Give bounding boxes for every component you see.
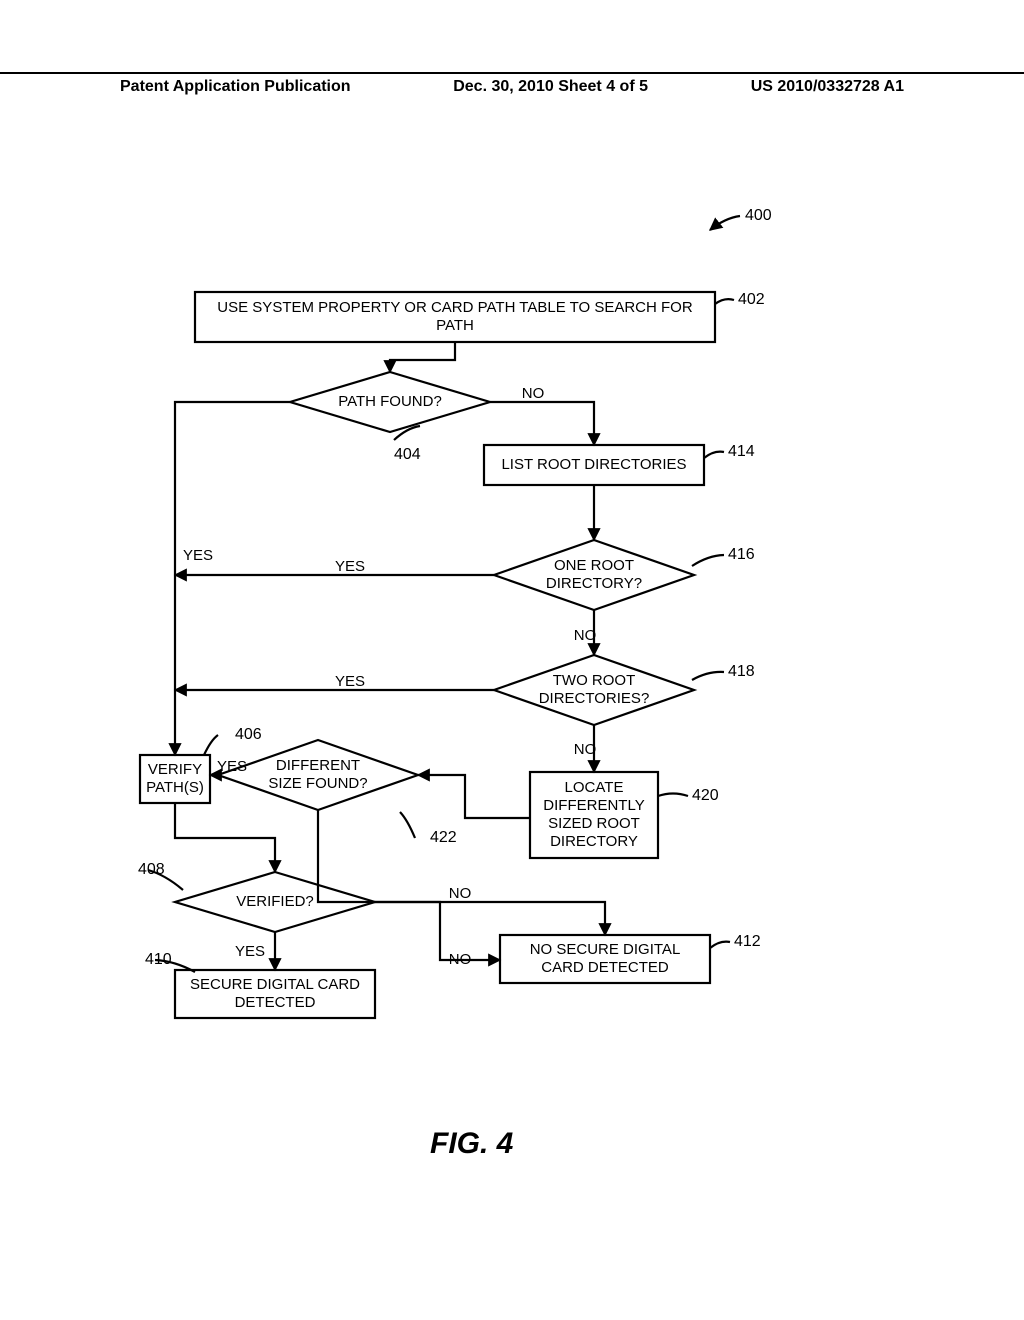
svg-text:YES: YES <box>235 943 265 960</box>
svg-text:YES: YES <box>335 558 365 575</box>
svg-text:SIZED ROOT: SIZED ROOT <box>548 815 640 832</box>
svg-text:SECURE DIGITAL CARD: SECURE DIGITAL CARD <box>190 976 360 993</box>
svg-text:422: 422 <box>430 829 457 846</box>
svg-text:410: 410 <box>145 951 172 968</box>
svg-text:ONE ROOT: ONE ROOT <box>554 557 634 574</box>
svg-text:VERIFY: VERIFY <box>148 761 202 778</box>
svg-text:DIRECTORIES?: DIRECTORIES? <box>539 690 650 707</box>
svg-text:PATH(S): PATH(S) <box>146 779 204 796</box>
svg-text:LOCATE: LOCATE <box>565 779 624 796</box>
svg-text:406: 406 <box>235 726 262 743</box>
svg-text:402: 402 <box>738 291 765 308</box>
svg-text:PATH: PATH <box>436 317 474 334</box>
svg-text:CARD DETECTED: CARD DETECTED <box>541 959 669 976</box>
svg-text:400: 400 <box>745 207 772 224</box>
svg-text:404: 404 <box>394 446 421 463</box>
svg-text:YES: YES <box>217 758 247 775</box>
svg-text:YES: YES <box>335 673 365 690</box>
header-right: US 2010/0332728 A1 <box>751 78 904 96</box>
svg-text:PATH FOUND?: PATH FOUND? <box>338 393 442 410</box>
svg-text:LIST ROOT DIRECTORIES: LIST ROOT DIRECTORIES <box>501 456 686 473</box>
svg-text:NO SECURE DIGITAL: NO SECURE DIGITAL <box>530 941 681 958</box>
svg-text:DIRECTORY: DIRECTORY <box>550 833 638 850</box>
header-left: Patent Application Publication <box>120 78 351 96</box>
svg-text:SIZE FOUND?: SIZE FOUND? <box>268 775 367 792</box>
header-center: Dec. 30, 2010 Sheet 4 of 5 <box>453 78 648 96</box>
svg-text:YES: YES <box>183 547 213 564</box>
svg-text:TWO ROOT: TWO ROOT <box>553 672 636 689</box>
svg-text:NO: NO <box>574 741 597 758</box>
patent-page: Patent Application Publication Dec. 30, … <box>0 0 1024 1320</box>
svg-text:414: 414 <box>728 443 755 460</box>
flowchart: USE SYSTEM PROPERTY OR CARD PATH TABLE T… <box>0 0 1024 1320</box>
svg-text:NO: NO <box>449 885 472 902</box>
svg-text:DIRECTORY?: DIRECTORY? <box>546 575 642 592</box>
svg-text:DIFFERENTLY: DIFFERENTLY <box>543 797 644 814</box>
svg-text:412: 412 <box>734 933 761 950</box>
svg-text:408: 408 <box>138 861 165 878</box>
svg-text:DETECTED: DETECTED <box>235 994 316 1011</box>
svg-text:NO: NO <box>522 385 545 402</box>
svg-text:420: 420 <box>692 787 719 804</box>
svg-text:USE SYSTEM PROPERTY OR CARD PA: USE SYSTEM PROPERTY OR CARD PATH TABLE T… <box>217 299 693 316</box>
svg-text:NO: NO <box>449 951 472 968</box>
svg-text:418: 418 <box>728 663 755 680</box>
svg-text:VERIFIED?: VERIFIED? <box>236 893 314 910</box>
svg-text:416: 416 <box>728 546 755 563</box>
figure-caption: FIG. 4 <box>430 1127 513 1161</box>
svg-text:DIFFERENT: DIFFERENT <box>276 757 360 774</box>
page-header: Patent Application Publication Dec. 30, … <box>0 72 1024 96</box>
svg-text:NO: NO <box>574 627 597 644</box>
